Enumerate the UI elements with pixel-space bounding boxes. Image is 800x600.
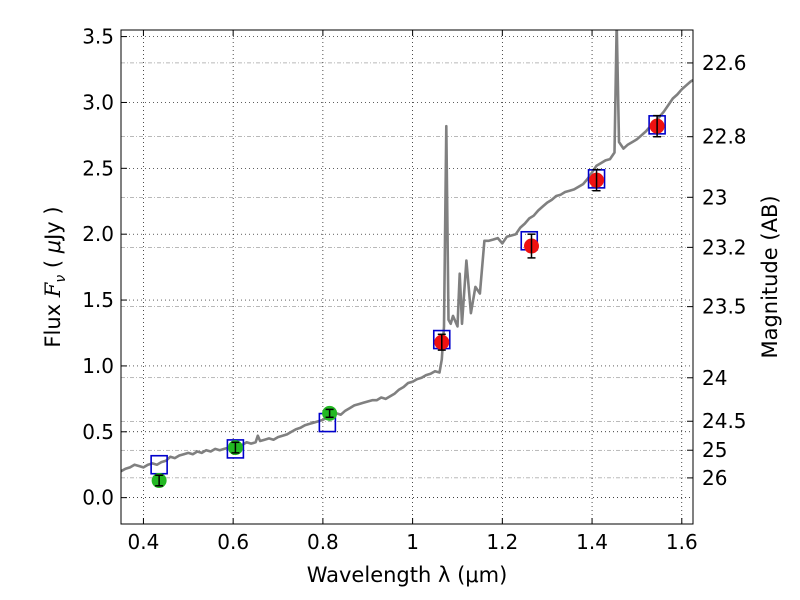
y-tick-label-6: 3.0 (82, 90, 114, 114)
x-tick-label-2: 0.8 (307, 530, 339, 554)
plot-frame (120, 29, 694, 525)
x-axis-label: Wavelength λ (μm) (307, 563, 508, 587)
grid (121, 30, 693, 524)
y2-tick-label-3: 23.2 (702, 235, 747, 259)
y2-tick-label-5: 24 (702, 366, 727, 390)
y-axis-label: Flux Fν ( μJy ) (41, 206, 69, 347)
x-tick-label-1: 0.6 (217, 530, 249, 554)
y2-tick-label-2: 23 (702, 185, 727, 209)
spectrum-line (121, 30, 693, 473)
x-tick-label-6: 1.6 (666, 530, 698, 554)
plot-area (121, 30, 693, 524)
x-tick-label-0: 0.4 (128, 530, 160, 554)
y2-axis-label: Magnitude (AB) (758, 195, 782, 358)
y-tick-label-1: 0.5 (82, 420, 114, 444)
y-tick-label-0: 0.0 (82, 486, 114, 510)
data-layer (121, 30, 693, 489)
y2-tick-label-0: 22.6 (702, 51, 747, 75)
y2-tick-label-1: 22.8 (702, 125, 747, 149)
y2-tick-label-7: 25 (702, 438, 727, 462)
tick-labels: 0.4 0.6 0.8 1 1.2 1.4 1.6 0.0 0.5 1.0 1.5 2.0 2.5 3.0… (82, 25, 746, 554)
x-tick-label-4: 1.2 (486, 530, 518, 554)
model-square-1 (226, 439, 245, 459)
y-tick-label-3: 1.5 (82, 288, 114, 312)
y-tick-label-5: 2.5 (82, 156, 114, 180)
y-tick-label-7: 3.5 (82, 25, 114, 49)
y-tick-label-4: 2.0 (82, 222, 114, 246)
y2-tick-label-4: 23.5 (702, 295, 747, 319)
x-tick-label-5: 1.4 (576, 530, 608, 554)
x-tick-label-3: 1 (406, 530, 419, 554)
y-tick-label-2: 1.0 (82, 354, 114, 378)
ticks (121, 30, 693, 524)
y2-tick-label-6: 24.5 (702, 409, 747, 433)
y2-tick-label-8: 26 (702, 466, 727, 490)
